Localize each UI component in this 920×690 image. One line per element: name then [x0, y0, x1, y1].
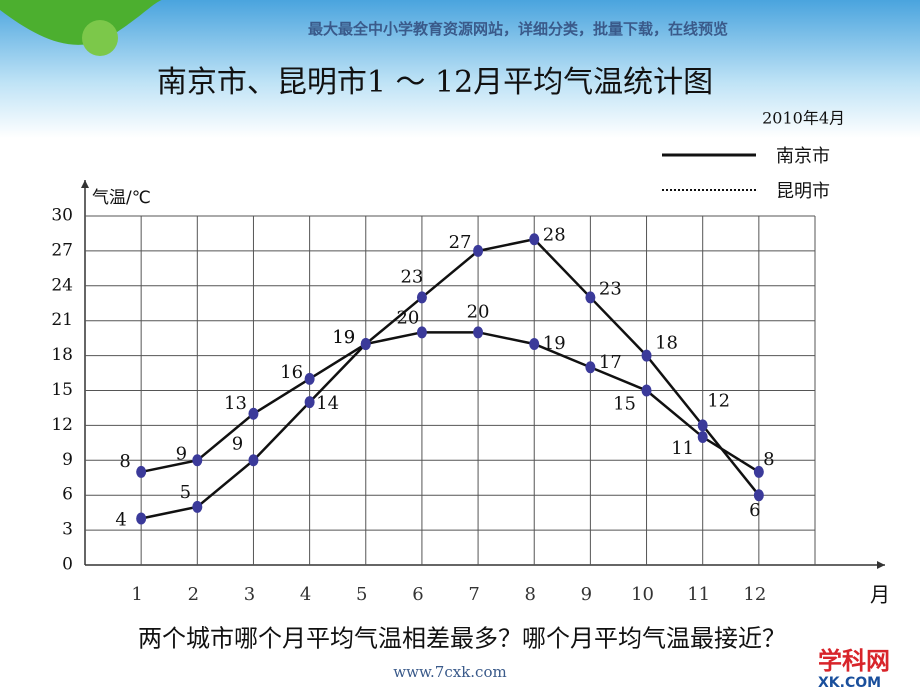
data-label: 6: [749, 500, 760, 521]
data-point: [529, 233, 540, 246]
data-label: 16: [280, 362, 303, 383]
data-point: [697, 419, 708, 432]
data-label: 28: [543, 224, 566, 245]
y-tick-label: 27: [51, 240, 73, 260]
y-tick-label: 12: [51, 415, 73, 435]
subtitle: 2010年4月: [762, 109, 845, 128]
data-label: 14: [316, 393, 339, 414]
x-axis-arrow: [877, 561, 885, 569]
x-axis-label: 月: [870, 583, 890, 607]
x-tick-label: 2: [188, 584, 199, 605]
data-point: [416, 291, 427, 304]
y-axis-label: 气温/℃: [92, 188, 151, 208]
y-tick-label: 24: [51, 275, 73, 295]
data-point: [192, 500, 203, 513]
x-tick-label: 12: [743, 584, 766, 605]
logo-name: 学科网: [818, 647, 890, 675]
data-point: [248, 454, 259, 467]
data-label: 18: [655, 333, 678, 354]
question: 两个城市哪个月平均气温相差最多？哪个月平均气温最接近？: [138, 625, 786, 653]
x-tick-label: 9: [581, 584, 592, 605]
data-label: 19: [332, 327, 355, 348]
data-point: [753, 489, 764, 502]
data-label: 13: [224, 393, 247, 414]
y-tick-label: 30: [51, 206, 73, 226]
footer-url: www.7cxk.com: [393, 663, 506, 681]
x-tick-label: 3: [244, 584, 255, 605]
data-label: 20: [396, 307, 419, 328]
data-point: [529, 337, 540, 350]
data-point: [304, 372, 315, 385]
data-label: 12: [707, 390, 730, 411]
x-tick-label: 7: [468, 584, 479, 605]
logo-domain: XK.COM: [818, 675, 881, 690]
data-label: 23: [400, 266, 423, 287]
y-axis-arrow: [81, 180, 89, 188]
x-tick-label: 5: [356, 584, 367, 605]
banner: 最大最全中小学教育资源网站，详细分类，批量下载，在线预览: [308, 20, 728, 38]
y-tick-label: 21: [51, 310, 73, 330]
data-label: 5: [180, 482, 191, 503]
data-point: [473, 326, 484, 339]
data-label: 19: [543, 333, 566, 354]
data-point: [641, 384, 652, 397]
y-tick-label: 0: [62, 555, 73, 575]
data-point: [136, 512, 147, 525]
x-tick-label: 4: [300, 584, 311, 605]
data-point: [416, 326, 427, 339]
data-point: [304, 396, 315, 409]
data-label: 11: [671, 438, 694, 459]
y-tick-label: 6: [62, 485, 73, 505]
legend-label: 南京市: [776, 146, 830, 167]
data-point: [473, 244, 484, 257]
data-point: [641, 349, 652, 362]
legend-label: 昆明市: [776, 181, 830, 202]
data-point: [697, 431, 708, 444]
data-point: [585, 361, 596, 374]
data-point: [136, 465, 147, 478]
data-label: 23: [599, 278, 622, 299]
x-tick-label: 10: [631, 584, 654, 605]
data-label: 27: [449, 232, 472, 253]
series-line: [140, 237, 760, 520]
decoration: [82, 20, 118, 56]
data-label: 19: [332, 327, 355, 348]
data-point: [753, 465, 764, 478]
data-label: 20: [467, 301, 490, 322]
data-label: 9: [176, 443, 187, 464]
x-tick-label: 1: [131, 584, 142, 605]
data-label: 17: [599, 352, 622, 373]
x-tick-label: 11: [687, 584, 710, 605]
x-tick-label: 8: [525, 584, 536, 605]
y-tick-label: 15: [51, 380, 73, 400]
series-line: [140, 331, 760, 474]
y-tick-label: 3: [62, 520, 73, 540]
decoration: [0, 0, 170, 45]
data-label: 15: [613, 394, 636, 415]
data-label: 4: [115, 509, 126, 530]
data-point: [248, 407, 259, 420]
x-tick-label: 6: [412, 584, 423, 605]
data-label: 8: [119, 451, 130, 472]
data-point: [192, 454, 203, 467]
data-label: 9: [232, 433, 243, 454]
data-label: 8: [763, 449, 774, 470]
data-point: [585, 291, 596, 304]
y-tick-label: 9: [62, 450, 73, 470]
data-point: [360, 337, 371, 350]
chart-title: 南京市、昆明市1 ～ 12月平均气温统计图: [157, 65, 713, 100]
y-tick-label: 18: [51, 345, 73, 365]
